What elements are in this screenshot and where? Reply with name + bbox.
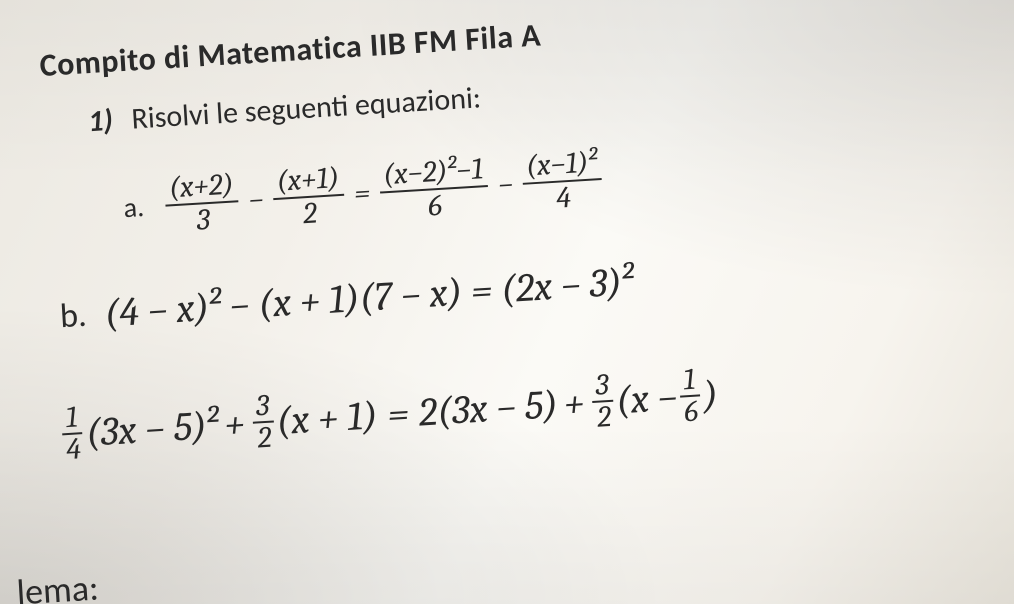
frac-c-inner: 1 6 bbox=[677, 364, 703, 427]
frac-c-inner-den: 6 bbox=[679, 396, 703, 427]
frac-a4: (x−1)² 4 bbox=[521, 146, 604, 216]
frac-a4-den: 4 bbox=[551, 181, 576, 214]
frac-c-coef3-num: 3 bbox=[591, 370, 614, 403]
op-equals-c: = bbox=[376, 390, 420, 438]
equation-b-body: (4 − x)² − (x + 1)(7 − x) = (2x − 3)² bbox=[103, 258, 635, 336]
op-minus: − bbox=[238, 181, 275, 218]
equation-b: b. (4 − x)² − (x + 1)(7 − x) = (2x − 3)² bbox=[59, 258, 635, 339]
page-content: 02 5 Compito di Matematica IIB FM Fila A… bbox=[0, 0, 1014, 604]
frac-a1: (x+2) 3 bbox=[164, 168, 241, 237]
op-plus-c1: + bbox=[217, 400, 252, 448]
frac-c-coef2: 3 2 bbox=[251, 390, 277, 453]
frac-c-coef3: 3 2 bbox=[590, 370, 616, 433]
equation-a-label: a. bbox=[122, 189, 145, 225]
frac-a2-den: 2 bbox=[298, 197, 322, 230]
question-1-prompt: 1) Risolvi le seguenti equazioni: bbox=[87, 79, 482, 140]
frac-c-coef2-den: 2 bbox=[253, 422, 277, 453]
next-section-label: lema: bbox=[15, 566, 99, 604]
term-c4-close: ) bbox=[702, 371, 720, 418]
frac-a1-num: (x+2) bbox=[164, 168, 239, 206]
frac-a2: (x+1) 2 bbox=[272, 162, 347, 231]
frac-a2-num: (x+1) bbox=[272, 162, 345, 200]
frac-a1-den: 3 bbox=[192, 203, 215, 236]
op-equals: = bbox=[343, 175, 381, 212]
op-minus-2: − bbox=[487, 166, 524, 203]
equation-a: a. (x+2) 3 − (x+1) 2 = (x−2)²−1 6 − (x−1… bbox=[122, 146, 605, 240]
term-c1: (3x − 5)² bbox=[85, 402, 220, 456]
frac-c-coef3-den: 2 bbox=[592, 402, 616, 433]
term-c4-open: (x − bbox=[615, 374, 679, 424]
paper-surface: 02 5 Compito di Matematica IIB FM Fila A… bbox=[0, 0, 1014, 604]
equation-c: 1 4 (3x − 5)² + 3 2 (x + 1) = 2(3x − 5) … bbox=[57, 363, 720, 465]
frac-c-coef1: 1 4 bbox=[59, 402, 85, 465]
op-plus-c2: + bbox=[556, 379, 591, 427]
frac-a3-num: (x−2)²−1 bbox=[378, 153, 488, 193]
frac-a3-den: 6 bbox=[423, 189, 447, 222]
term-c3: 2(3x − 5) bbox=[417, 381, 559, 435]
frac-a3: (x−2)²−1 6 bbox=[378, 153, 490, 224]
equation-b-label: b. bbox=[59, 294, 88, 337]
question-number: 1) bbox=[87, 102, 114, 140]
frac-a4-num: (x−1)² bbox=[521, 146, 602, 184]
frac-c-coef1-den: 4 bbox=[61, 434, 85, 465]
frac-c-coef2-num: 3 bbox=[251, 391, 274, 424]
term-c2: (x + 1) bbox=[275, 392, 379, 444]
question-text: Risolvi le seguenti equazioni: bbox=[130, 79, 482, 137]
worksheet-title: Compito di Matematica IIB FM Fila A bbox=[39, 15, 543, 85]
